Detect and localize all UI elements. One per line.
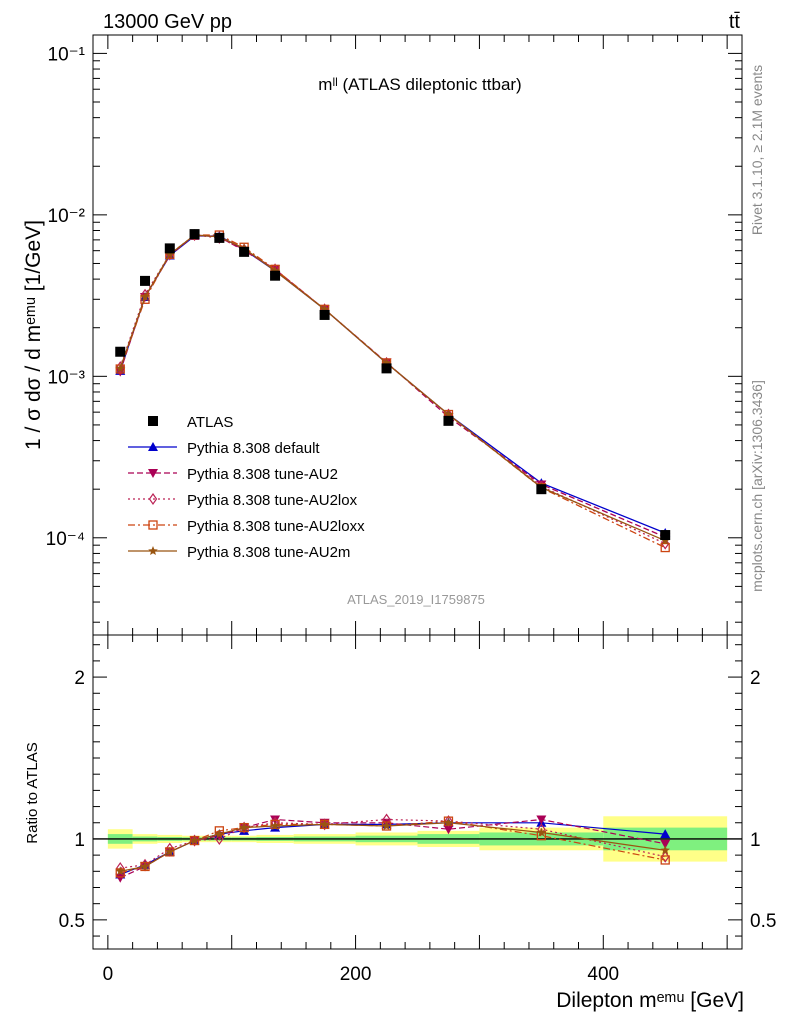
y-tick-label: 10⁻²	[48, 206, 86, 227]
ratio-1-point	[443, 825, 454, 835]
ratio-0-point	[660, 829, 671, 839]
data-point	[140, 275, 151, 286]
analysis-label: ATLAS_2019_I1759875	[347, 592, 485, 607]
ratio-y-axis-label: Ratio to ATLAS	[24, 742, 41, 843]
ratio-3-point	[443, 816, 454, 826]
series-4-point	[115, 363, 125, 373]
legend-marker	[148, 442, 158, 451]
ratio-1-point	[115, 873, 126, 883]
ratio-2-point	[444, 815, 453, 828]
legend-label: Pythia 8.308 tune-AU2m	[187, 544, 350, 561]
legend-label: Pythia 8.308 default	[187, 440, 320, 457]
data-point	[239, 246, 250, 257]
energy-label: 13000 GeV pp	[103, 11, 232, 33]
legend-marker	[148, 469, 158, 478]
ratio-4-point	[165, 846, 175, 856]
ratio-y-tick-label-right: 2	[750, 668, 761, 689]
process-label: tt̄	[729, 11, 741, 33]
ratio-y-tick-label: 1	[74, 830, 85, 851]
series-4-point	[165, 249, 175, 259]
x-tick-label: 0	[103, 964, 114, 985]
ratio-2-point	[660, 850, 670, 863]
series-line-4	[119, 234, 666, 542]
legend-marker	[148, 492, 158, 506]
ratio-4-point	[443, 817, 454, 827]
legend-marker	[148, 416, 158, 426]
ratio-4-point	[239, 822, 249, 832]
ratio-4-point	[214, 829, 225, 839]
data-point	[443, 415, 454, 426]
rivet-label: Rivet 3.1.10, ≥ 2.1M events	[749, 65, 765, 235]
ratio-line-1	[119, 818, 666, 879]
legend-label: ATLAS	[187, 414, 233, 431]
x-axis-label: Dilepton mᵉᵐᵘ [GeV]	[556, 989, 744, 1012]
data-point	[189, 229, 200, 240]
data-point	[115, 346, 126, 357]
series-4-point	[140, 292, 150, 301]
series-4-point	[660, 535, 670, 545]
legend-label: Pythia 8.308 tune-AU2lox	[187, 492, 358, 509]
x-tick-label: 200	[340, 964, 372, 985]
ratio-4-point	[319, 819, 330, 829]
ratio-y-tick-label: 2	[74, 668, 85, 689]
ratio-series-layer	[115, 813, 671, 883]
legend-label: Pythia 8.308 tune-AU2	[187, 466, 338, 483]
data-point	[381, 363, 392, 374]
legend-marker	[148, 520, 158, 530]
ratio-4-point	[189, 835, 200, 845]
legend-label: Pythia 8.308 tune-AU2loxx	[187, 518, 365, 535]
ratio-4-point	[270, 821, 280, 830]
data-point	[164, 243, 175, 254]
data-point	[270, 270, 281, 281]
ratio-panel-frame	[92, 634, 743, 950]
ratio-3-point	[660, 855, 670, 865]
data-point	[536, 484, 547, 495]
chart-title: mˡˡ (ATLAS dileptonic ttbar)	[318, 75, 521, 94]
data-point	[319, 309, 330, 320]
data-point	[214, 232, 225, 243]
ratio-line-4	[120, 822, 666, 872]
ratio-4-point	[140, 861, 150, 871]
series-3-point	[660, 542, 670, 553]
ratio-4-point	[660, 845, 670, 855]
y-tick-label: 10⁻¹	[48, 44, 86, 65]
ratio-1-point	[536, 815, 547, 825]
mcplots-label: mcplots.cern.ch [arXiv:1306.3436]	[749, 380, 765, 592]
data-point	[660, 530, 671, 541]
y-tick-label: 10⁻⁴	[46, 529, 85, 550]
y-tick-label: 10⁻³	[48, 367, 86, 388]
ratio-1-point	[660, 839, 671, 849]
series-2-point	[660, 537, 670, 550]
axes-layer: 10⁻⁴ 10⁻³ 10⁻² 10⁻¹ 0 200 400 0.5 0.5 1 1 2 2	[46, 35, 776, 985]
ratio-bands	[93, 816, 742, 862]
series-line-0	[119, 235, 666, 534]
legend-marker	[148, 546, 158, 555]
top-series-layer	[115, 228, 671, 553]
ratio-4-point	[536, 827, 547, 837]
ratio-y-tick-label: 0.5	[59, 911, 85, 932]
ratio-4-point	[381, 821, 392, 830]
top-y-axis-label: 1 / σ dσ / d mᵉᵐᵘ [1/GeV]	[22, 220, 45, 450]
ratio-y-tick-label-right: 0.5	[750, 911, 776, 932]
ratio-y-tick-label-right: 1	[750, 830, 761, 851]
legend: ATLAS Pythia 8.308 default Pythia 8.308 tu…	[128, 414, 365, 561]
ratio-4-point	[115, 866, 125, 876]
x-tick-label: 400	[587, 964, 619, 985]
